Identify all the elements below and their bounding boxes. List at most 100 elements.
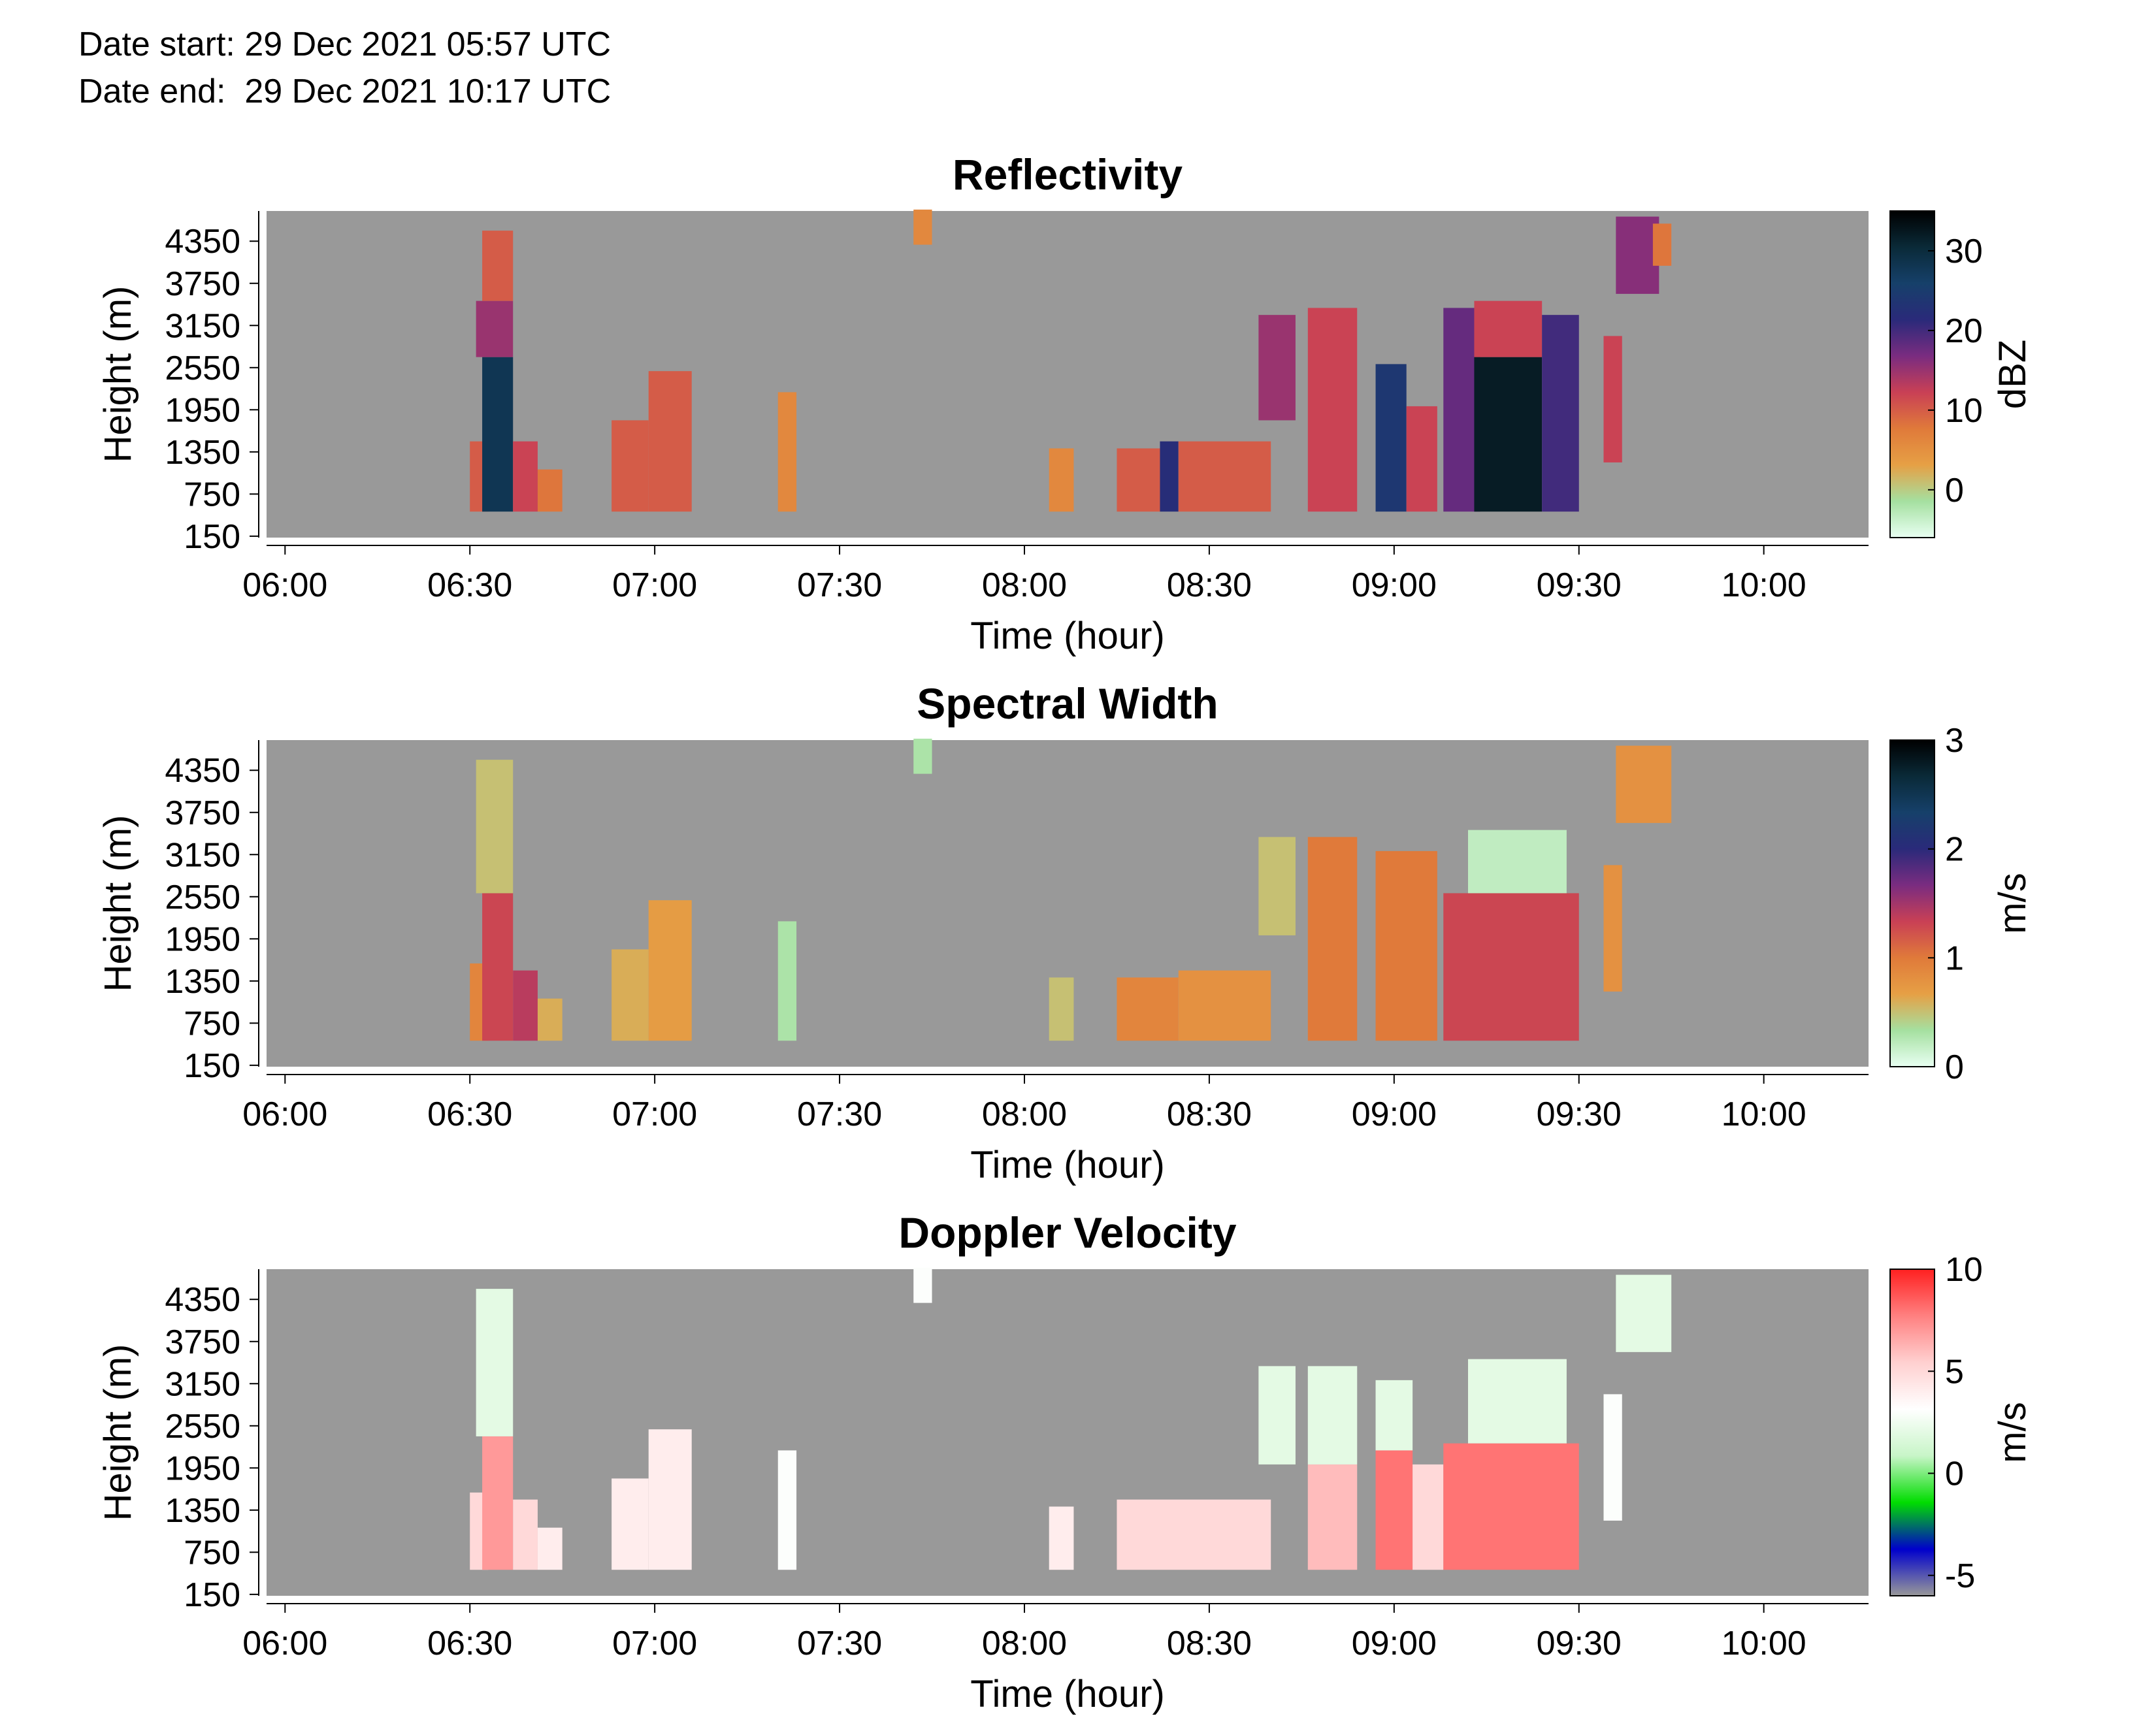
data-cell (482, 357, 514, 512)
data-cell (1178, 970, 1271, 1041)
y-tick-label: 1350 (165, 434, 240, 472)
chart-title: Spectral Width (917, 679, 1218, 728)
y-tick-label: 2550 (165, 1408, 240, 1446)
y-tick-label: 1950 (165, 920, 240, 958)
data-cell (612, 949, 649, 1041)
x-tick-label: 08:30 (1167, 1625, 1252, 1662)
x-tick-label: 09:30 (1537, 566, 1622, 604)
x-tick-label: 06:00 (242, 1625, 327, 1662)
colorbar-label: m/s (1991, 1402, 2034, 1463)
reflectivity-panel: Reflectivity 06:00 06:30 07:00 07:30 08:00 08:… (97, 150, 2034, 657)
data-cell (537, 1527, 563, 1570)
data-cell (648, 371, 692, 512)
x-tick-label: 09:00 (1352, 566, 1437, 604)
data-cell (1406, 406, 1437, 512)
x-tick-label: 08:30 (1167, 566, 1252, 604)
data-cell (1542, 315, 1579, 512)
data-cell (777, 921, 797, 1041)
y-tick-label: 750 (184, 476, 240, 513)
data-cell (1258, 315, 1296, 421)
data-cell (1474, 300, 1543, 357)
y-tick-label: 1950 (165, 391, 240, 429)
data-cell (537, 469, 563, 512)
data-cell (1049, 1506, 1074, 1570)
x-tick-label: 10:00 (1722, 1625, 1806, 1662)
data-cell (476, 300, 514, 357)
x-tick-label: 09:30 (1537, 1095, 1622, 1133)
x-tick-label: 07:00 (612, 1095, 697, 1133)
data-cell (1307, 1366, 1358, 1464)
colorbar-label: m/s (1991, 873, 2034, 933)
x-tick-label: 06:00 (242, 566, 327, 604)
data-cell (1160, 441, 1179, 512)
data-cell (1307, 1464, 1358, 1570)
y-tick-label: 1350 (165, 963, 240, 1001)
x-tick-label: 07:00 (612, 1625, 697, 1662)
data-cell (648, 1429, 692, 1570)
colorbar-tick-label: 3 (1945, 722, 1964, 760)
data-cell (612, 1478, 649, 1570)
y-tick-label: 1950 (165, 1449, 240, 1487)
y-tick-label: 4350 (165, 1281, 240, 1319)
data-cell (537, 998, 563, 1041)
y-tick-label: 750 (184, 1005, 240, 1043)
data-cell (1178, 441, 1271, 512)
y-tick-label: 3750 (165, 794, 240, 832)
data-cell (1603, 865, 1622, 992)
data-cell (1117, 448, 1160, 512)
x-tick-label: 08:00 (982, 1625, 1067, 1662)
data-cell (476, 760, 514, 894)
data-cell (1603, 336, 1622, 462)
data-cell (513, 1499, 538, 1570)
colorbar-tick-label: -5 (1945, 1557, 1975, 1595)
x-tick-label: 06:00 (242, 1095, 327, 1133)
y-tick-label: 2550 (165, 349, 240, 387)
data-cell (1117, 977, 1179, 1041)
date-end-text: Date end: 29 Dec 2021 10:17 UTC (78, 73, 612, 110)
x-axis-label: Time (hour) (970, 1673, 1165, 1715)
data-cell (1468, 1359, 1567, 1444)
data-cell (913, 1267, 932, 1303)
data-cell (1468, 830, 1567, 894)
data-cell (1443, 893, 1579, 1041)
x-tick-label: 07:30 (797, 566, 882, 604)
data-cell (777, 1450, 797, 1570)
y-tick-label: 3750 (165, 265, 240, 303)
y-tick-label: 1350 (165, 1492, 240, 1530)
x-tick-label: 09:00 (1352, 1095, 1437, 1133)
x-tick-label: 06:30 (427, 1095, 512, 1133)
y-tick-label: 3750 (165, 1323, 240, 1361)
colorbar-tick-label: 30 (1945, 233, 1983, 270)
data-cell (612, 420, 649, 512)
data-cell (1375, 850, 1437, 1041)
x-tick-label: 08:30 (1167, 1095, 1252, 1133)
data-cell (513, 441, 538, 512)
data-cell (1616, 745, 1672, 823)
y-axis-label: Height (m) (97, 1344, 139, 1521)
x-tick-label: 07:30 (797, 1095, 882, 1133)
colorbar-tick-label: 10 (1945, 392, 1983, 430)
data-cell (1443, 1443, 1579, 1570)
data-cell (777, 392, 797, 512)
x-axis-label: Time (hour) (970, 615, 1165, 657)
x-tick-label: 08:00 (982, 1095, 1067, 1133)
y-tick-label: 3150 (165, 1365, 240, 1403)
data-cell (482, 1436, 514, 1570)
data-cell (482, 893, 514, 1041)
colorbar (1889, 739, 1935, 1067)
x-tick-label: 06:30 (427, 566, 512, 604)
colorbar (1889, 1269, 1935, 1596)
data-cell (482, 231, 514, 301)
colorbar-tick-label: 0 (1945, 1455, 1964, 1493)
data-cell (1616, 216, 1659, 294)
data-cell (1049, 448, 1074, 512)
colorbar-tick-label: 0 (1945, 472, 1964, 510)
data-cell (1258, 1366, 1296, 1464)
x-tick-label: 10:00 (1722, 1095, 1806, 1133)
x-tick-label: 07:00 (612, 566, 697, 604)
colorbar (1889, 210, 1935, 538)
data-cell (913, 738, 932, 774)
data-cell (1049, 977, 1074, 1041)
colorbar-tick-label: 2 (1945, 831, 1964, 869)
spectral-width-panel: Spectral Width 06:00 06:30 07:00 07:30 08:00 0… (97, 679, 2034, 1186)
